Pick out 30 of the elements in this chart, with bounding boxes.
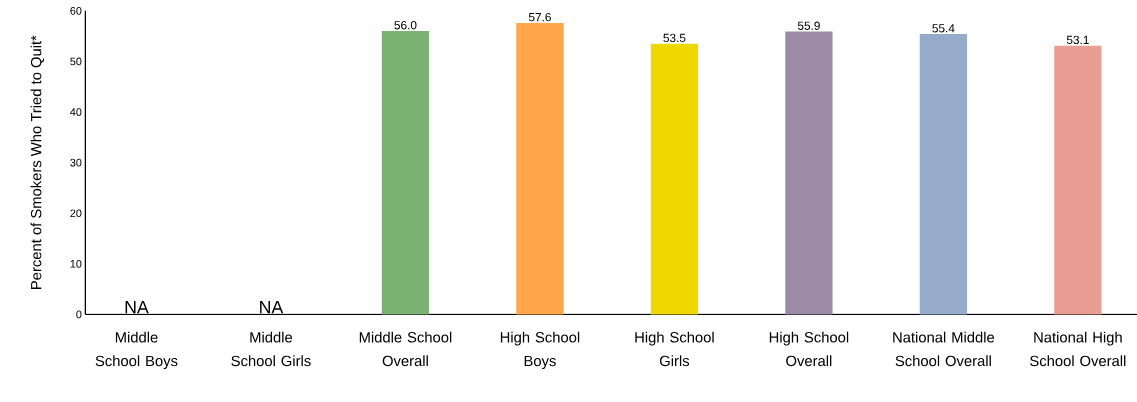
bar [785, 31, 833, 315]
bar [919, 34, 968, 315]
y-tick-label: 60 [70, 6, 82, 15]
data-label: 53.5 [663, 33, 686, 42]
bar [1054, 45, 1102, 315]
x-tick-label: Middle School Girls [231, 331, 311, 367]
y-tick-label: 20 [70, 209, 82, 217]
bar [381, 31, 430, 315]
x-tick-label: Middle School Overall [359, 331, 452, 367]
data-label: 56.0 [394, 20, 417, 30]
y-tick-label: 10 [70, 259, 82, 268]
y-tick-label: 50 [70, 57, 82, 66]
data-label: 55.9 [797, 21, 820, 30]
text: NA [260, 300, 284, 314]
y-tick-label: 30 [70, 158, 82, 167]
x-tick-label: High School Overall [769, 331, 849, 367]
y-tick-label: 40 [70, 108, 82, 116]
x-tick-label: Middle School Boys [95, 331, 178, 370]
y-axis-title: Percent of Smokers Who Tried to Quit* [30, 35, 45, 289]
y-tick-label: 0 [76, 310, 82, 319]
data-label: 57.6 [528, 12, 551, 22]
bar [650, 43, 699, 315]
data-label: 55.4 [932, 24, 955, 33]
x-tick-label: National Middle School Overall [893, 331, 995, 367]
bar [516, 22, 564, 315]
x-tick-label: High School Girls [635, 331, 714, 367]
x-tick-label: National High School Overall [1030, 331, 1126, 367]
x-tick-label: High School Boys [500, 331, 580, 370]
text: NA [125, 300, 149, 314]
data-label: 53.1 [1066, 35, 1089, 45]
